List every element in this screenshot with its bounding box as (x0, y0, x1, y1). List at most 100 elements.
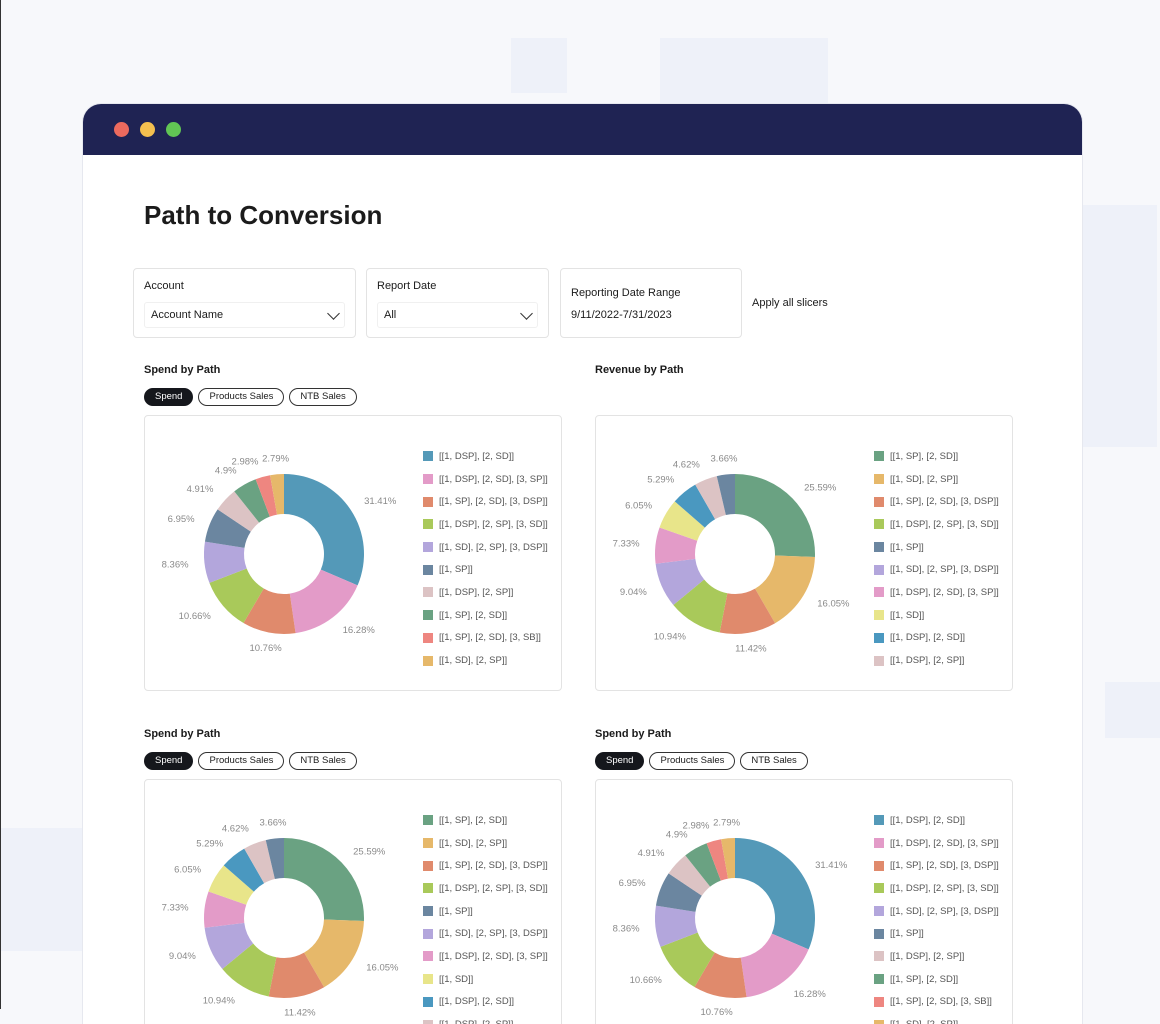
toggle-ntb-sales[interactable]: NTB Sales (740, 752, 808, 770)
donut-slice[interactable] (659, 501, 705, 541)
donut-slice[interactable] (265, 838, 284, 880)
donut-slice[interactable] (217, 491, 260, 532)
legend-swatch (423, 655, 433, 666)
donut-slice[interactable] (674, 484, 716, 528)
legend-item[interactable]: [[1, SP]] (423, 558, 548, 581)
toggle-ntb-sales[interactable]: NTB Sales (289, 752, 357, 770)
legend-item[interactable]: [[1, SP], [2, SD]] (874, 968, 999, 991)
donut-slice[interactable] (655, 558, 705, 605)
legend-item[interactable]: [[1, SD]] (874, 604, 999, 627)
legend-item[interactable]: [[1, SP]] (874, 536, 999, 559)
donut-slice[interactable] (244, 840, 275, 884)
legend-item[interactable]: [[1, SP]] (874, 922, 999, 945)
donut-slice[interactable] (755, 555, 815, 624)
legend-item[interactable]: [[1, DSP], [2, SD], [3, SP]] (423, 945, 548, 968)
legend-item[interactable]: [[1, SD], [2, SP]] (423, 832, 548, 855)
minimize-dot[interactable] (140, 122, 155, 137)
legend-item[interactable]: [[1, DSP], [2, SD], [3, SP]] (874, 581, 999, 604)
donut-slice[interactable] (270, 474, 284, 515)
donut-slice[interactable] (243, 588, 296, 634)
report-date-dropdown[interactable]: All (377, 302, 538, 328)
legend-item[interactable]: [[1, DSP], [2, SP], [3, SD]] (874, 513, 999, 536)
maximize-dot[interactable] (166, 122, 181, 137)
legend-item[interactable]: [[1, SP], [2, SD], [3, DSP]] (423, 854, 548, 877)
donut-slice[interactable] (716, 474, 735, 516)
toggle-spend[interactable]: Spend (144, 388, 194, 406)
apply-slicers-link[interactable]: Apply all slicers (752, 297, 828, 309)
donut-slice[interactable] (660, 932, 715, 987)
legend-item[interactable]: [[1, SP], [2, SD]] (423, 604, 548, 627)
legend-item[interactable]: [[1, SP], [2, SD], [3, DSP]] (874, 490, 999, 513)
legend-item[interactable]: [[1, SD], [2, SP]] (874, 468, 999, 491)
donut-slice[interactable] (695, 476, 726, 520)
date-range-label: Reporting Date Range (571, 287, 681, 299)
toggle-products-sales[interactable]: Products Sales (198, 388, 285, 406)
donut-slice[interactable] (655, 873, 702, 912)
legend-item[interactable]: [[1, SD]] (423, 968, 548, 991)
slice-label: 8.36% (162, 559, 189, 570)
donut-slice[interactable] (222, 943, 277, 997)
legend-item[interactable]: [[1, DSP], [2, SP]] (423, 581, 548, 604)
legend-swatch (423, 610, 433, 621)
donut-slice[interactable] (721, 838, 735, 879)
legend-item[interactable]: [[1, SP], [2, SD], [3, DSP]] (874, 854, 999, 877)
legend-item[interactable]: [[1, SD], [2, SP], [3, DSP]] (874, 558, 999, 581)
legend-item[interactable]: [[1, SP], [2, SD], [3, SB]] (423, 627, 548, 650)
donut-slice[interactable] (268, 952, 325, 998)
donut-slice[interactable] (740, 933, 809, 998)
donut-slice[interactable] (209, 568, 264, 623)
donut-slice[interactable] (204, 922, 254, 969)
legend-item[interactable]: [[1, SD], [2, SP]] (874, 1013, 999, 1024)
legend-item[interactable]: [[1, SP]] (423, 900, 548, 923)
legend-item[interactable]: [[1, SP], [2, SD]] (874, 445, 999, 468)
donut-slice[interactable] (304, 919, 364, 988)
donut-slice[interactable] (289, 569, 358, 634)
donut-slice[interactable] (668, 855, 711, 896)
legend-item[interactable]: [[1, SD], [2, SP], [3, DSP]] (423, 922, 548, 945)
legend-item[interactable]: [[1, DSP], [2, SP]] (874, 649, 999, 672)
legend-item[interactable]: [[1, DSP], [2, SP]] (423, 1013, 548, 1024)
donut-slice[interactable] (223, 848, 265, 892)
toggle-spend[interactable]: Spend (595, 752, 645, 770)
legend-item[interactable]: [[1, DSP], [2, SP], [3, SD]] (423, 877, 548, 900)
legend-item[interactable]: [[1, DSP], [2, SD]] (874, 627, 999, 650)
donut-slice[interactable] (204, 891, 247, 928)
donut-slice[interactable] (284, 838, 364, 921)
donut-slice[interactable] (234, 479, 270, 523)
donut-slice[interactable] (706, 839, 729, 881)
legend-item[interactable]: [[1, SD], [2, SP], [3, DSP]] (423, 536, 548, 559)
legend-item[interactable]: [[1, DSP], [2, SD]] (423, 445, 548, 468)
close-dot[interactable] (114, 122, 129, 137)
legend-item[interactable]: [[1, DSP], [2, SP]] (874, 945, 999, 968)
donut-slice[interactable] (284, 474, 364, 586)
toggle-spend[interactable]: Spend (144, 752, 194, 770)
donut-slice[interactable] (685, 843, 721, 887)
legend-item[interactable]: [[1, DSP], [2, SD]] (874, 809, 999, 832)
toggle-products-sales[interactable]: Products Sales (198, 752, 285, 770)
legend-item[interactable]: [[1, DSP], [2, SD]] (423, 991, 548, 1014)
legend-item[interactable]: [[1, SD], [2, SP], [3, DSP]] (874, 900, 999, 923)
legend-item[interactable]: [[1, SP], [2, SD], [3, DSP]] (423, 490, 548, 513)
donut-slice[interactable] (719, 588, 776, 634)
legend-item[interactable]: [[1, SD], [2, SP]] (423, 649, 548, 672)
donut-slice[interactable] (694, 952, 747, 998)
toggle-ntb-sales[interactable]: NTB Sales (289, 388, 357, 406)
donut-slice[interactable] (208, 865, 254, 905)
legend-item[interactable]: [[1, DSP], [2, SP], [3, SD]] (874, 877, 999, 900)
donut-slice[interactable] (673, 579, 728, 633)
legend-item[interactable]: [[1, SP], [2, SD], [3, SB]] (874, 991, 999, 1014)
donut-slice[interactable] (204, 541, 247, 583)
legend-item[interactable]: [[1, DSP], [2, SD], [3, SP]] (423, 468, 548, 491)
toggle-products-sales[interactable]: Products Sales (649, 752, 736, 770)
donut-slice[interactable] (255, 475, 278, 517)
donut-slice[interactable] (204, 509, 251, 548)
legend-item[interactable]: [[1, DSP], [2, SD], [3, SP]] (874, 832, 999, 855)
donut-slice[interactable] (655, 905, 698, 947)
donut-slice[interactable] (655, 527, 698, 564)
donut-chart: 25.59% 16.05% 11.42% 10.94% 9.04% 7.33% 6.05% 5… (162, 818, 399, 1019)
account-dropdown[interactable]: Account Name (144, 302, 345, 328)
legend-item[interactable]: [[1, DSP], [2, SP], [3, SD]] (423, 513, 548, 536)
donut-slice[interactable] (735, 838, 815, 950)
donut-slice[interactable] (735, 474, 815, 557)
legend-item[interactable]: [[1, SP], [2, SD]] (423, 809, 548, 832)
